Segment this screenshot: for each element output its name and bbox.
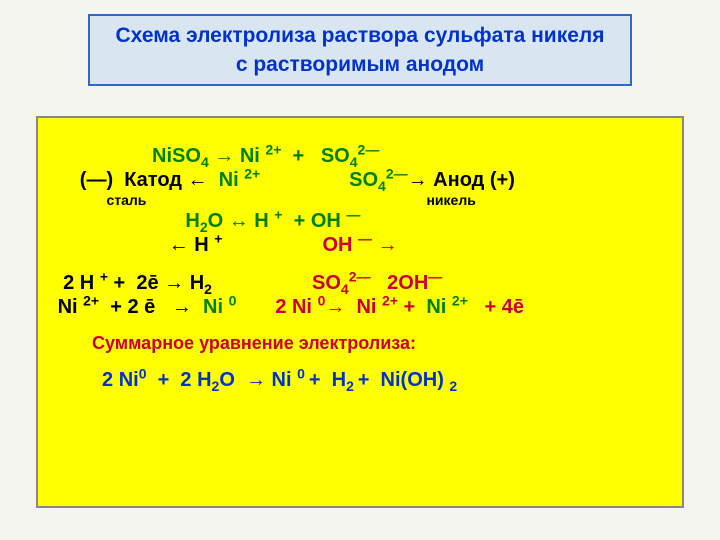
eq-cathode-1: 2 H + + 2ē → H2 SO42― 2OH― — [52, 271, 668, 295]
title-box: Схема электролиза раствора сульфата нике… — [88, 14, 632, 86]
content-box: NiSO4 → Ni 2+ + SO42― (―) Катод ← Ni 2+ … — [36, 116, 684, 508]
title-line-1: Схема электролиза раствора сульфата нике… — [116, 21, 605, 50]
eq-summary: 2 Ni0 + 2 H2O → Ni 0 + H2 + Ni(ОН) 2 — [52, 368, 668, 392]
title-line-2: с растворимым анодом — [236, 50, 484, 79]
slide: Схема электролиза раствора сульфата нике… — [0, 0, 720, 540]
eq-ion-migration: ← H + OH ― → — [52, 233, 668, 257]
summary-label: Суммарное уравнение электролиза: — [52, 333, 668, 355]
eq-electrodes: (―) Катод ← Ni 2+ SO42―→ Анод (+) — [52, 168, 668, 192]
eq-cathode-anode-2: Ni 2+ + 2 ē → Ni 0 2 Ni 0→ Ni 2+ + Ni 2+… — [52, 295, 668, 319]
eq-dissociation: NiSO4 → Ni 2+ + SO42― — [52, 144, 668, 168]
